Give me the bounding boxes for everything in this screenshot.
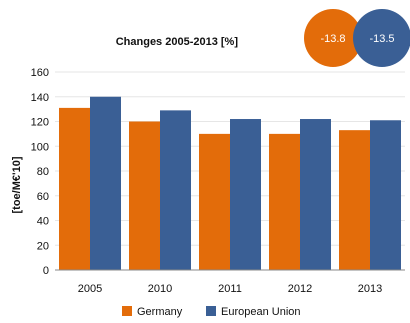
bar-germany-2010	[129, 121, 160, 270]
x-tick-label: 2005	[78, 283, 102, 295]
bar-european-union-2013	[370, 120, 401, 270]
y-tick-label: 140	[31, 92, 49, 104]
x-tick-label: 2011	[218, 283, 242, 295]
bar-germany-2011	[199, 133, 230, 270]
bar-european-union-2011	[230, 119, 261, 271]
bar-germany-2013	[339, 130, 370, 270]
legend-germany-swatch	[122, 306, 132, 316]
germany-change-badge	[304, 9, 362, 67]
y-tick-label: 100	[31, 141, 49, 153]
chart-title: Changes 2005-2013 [%]	[116, 36, 239, 48]
y-tick-label: 0	[43, 265, 49, 277]
bar-european-union-2005	[90, 96, 121, 270]
bar-european-union-2012	[300, 119, 331, 271]
y-tick-label: 120	[31, 117, 49, 129]
x-tick-label: 2010	[148, 283, 172, 295]
y-tick-label: 20	[37, 240, 49, 252]
y-tick-label: 60	[37, 191, 49, 203]
legend-eu-label: European Union	[221, 306, 301, 318]
x-tick-label: 2013	[358, 283, 382, 295]
legend-germany-label: Germany	[137, 306, 183, 318]
y-axis-label: [toe/M€'10]	[11, 156, 23, 213]
eu-change-value: -13.5	[369, 33, 394, 45]
eu-change-badge	[353, 9, 410, 67]
y-tick-label: 80	[37, 166, 49, 178]
germany-change-value: -13.8	[320, 33, 345, 45]
bar-germany-2005	[59, 107, 90, 270]
y-tick-label: 40	[37, 216, 49, 228]
bar-germany-2012	[269, 133, 300, 270]
x-tick-label: 2012	[288, 283, 312, 295]
y-tick-label: 160	[31, 67, 49, 79]
legend-eu-swatch	[206, 306, 216, 316]
bar-european-union-2010	[160, 110, 191, 270]
